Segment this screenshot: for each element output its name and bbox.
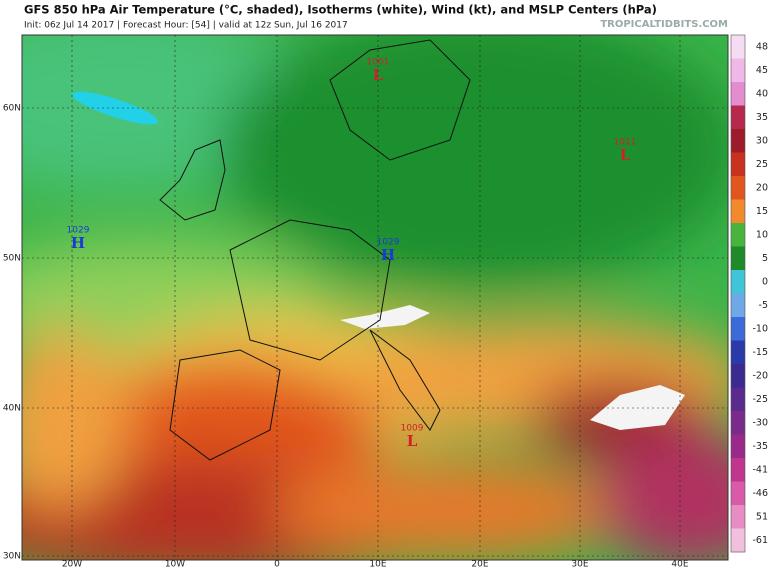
lat-label: 50N <box>3 254 21 264</box>
colorbar-label: 10 <box>756 229 768 240</box>
lon-label: 20W <box>62 560 82 570</box>
colorbar-label: 20 <box>756 182 768 193</box>
colorbar-label: 45 <box>756 65 768 76</box>
center-pressure: 1029 <box>67 226 90 236</box>
colorbar-swatch <box>731 246 745 271</box>
title: GFS 850 hPa Air Temperature (°C, shaded)… <box>24 3 657 17</box>
center-symbol: L <box>407 432 418 450</box>
watermark: TROPICALTIDBITS.COM <box>600 19 728 30</box>
center-symbol: L <box>620 146 631 164</box>
colorbar-label: 48 <box>756 41 768 52</box>
colorbar-label: -20 <box>752 370 768 381</box>
colorbar-label: 51 <box>756 511 768 522</box>
colorbar-swatch <box>731 35 745 59</box>
colorbar-swatch <box>731 434 745 459</box>
colorbar-swatch <box>731 105 745 130</box>
colorbar-label: 5 <box>762 253 768 264</box>
colorbar-swatch <box>731 199 745 224</box>
lon-label: 30E <box>571 560 588 570</box>
colorbar-label: -10 <box>752 323 768 334</box>
center-symbol: L <box>373 66 384 84</box>
colorbar-swatch <box>731 293 745 318</box>
colorbar-swatch <box>731 223 745 247</box>
colorbar-label: 0 <box>762 276 768 287</box>
center-pressure: 1011 <box>614 138 637 148</box>
lat-label: 40N <box>3 404 21 414</box>
colorbar-frame <box>730 34 746 553</box>
colorbar-label: -46 <box>752 488 768 499</box>
center-pressure: 1009 <box>401 424 424 434</box>
center-symbol: H <box>71 234 85 252</box>
colorbar-swatch <box>731 411 745 435</box>
colorbar-swatch <box>731 340 745 365</box>
colorbar-label: 40 <box>756 88 768 99</box>
subtitle: Init: 06z Jul 14 2017 | Forecast Hour: [… <box>24 21 348 31</box>
colorbar-swatch <box>731 364 745 388</box>
colorbar-swatch <box>731 129 745 153</box>
map-field <box>22 35 728 560</box>
colorbar-swatch <box>731 270 745 294</box>
colorbar-swatch <box>731 458 745 482</box>
colorbar-label: -61 <box>752 535 768 546</box>
lon-label: 40E <box>671 560 688 570</box>
colorbar-label: -41 <box>752 464 768 475</box>
colorbar-label: 15 <box>756 206 768 217</box>
lon-label: 20E <box>471 560 488 570</box>
colorbar-label: -30 <box>752 417 768 428</box>
lat-label: 60N <box>3 104 21 114</box>
center-pressure: 1001 <box>367 58 390 68</box>
center-symbol: H <box>381 246 395 264</box>
colorbar-label: -25 <box>752 394 768 405</box>
colorbar-swatch <box>731 176 745 200</box>
colorbar-label: 25 <box>756 159 768 170</box>
colorbar-label: -15 <box>752 347 768 358</box>
colorbar-label: -35 <box>752 441 768 452</box>
map-frame <box>21 34 729 561</box>
colorbar-swatch <box>731 505 745 529</box>
colorbar-label: -5 <box>759 300 768 311</box>
lon-label: 10W <box>165 560 185 570</box>
lon-label: 0 <box>274 560 280 570</box>
colorbar-label: 30 <box>756 135 768 146</box>
colorbar-swatch <box>731 58 745 83</box>
colorbar-swatch <box>731 528 745 553</box>
lon-label: 10E <box>369 560 386 570</box>
center-pressure: 1029 <box>377 238 400 248</box>
colorbar-label: 35 <box>756 112 768 123</box>
colorbar-swatch <box>731 317 745 341</box>
colorbar-swatch <box>731 152 745 177</box>
colorbar-swatch <box>731 82 745 106</box>
lat-label: 30N <box>3 552 21 562</box>
colorbar-swatch <box>731 387 745 412</box>
colorbar-swatch <box>731 481 745 506</box>
